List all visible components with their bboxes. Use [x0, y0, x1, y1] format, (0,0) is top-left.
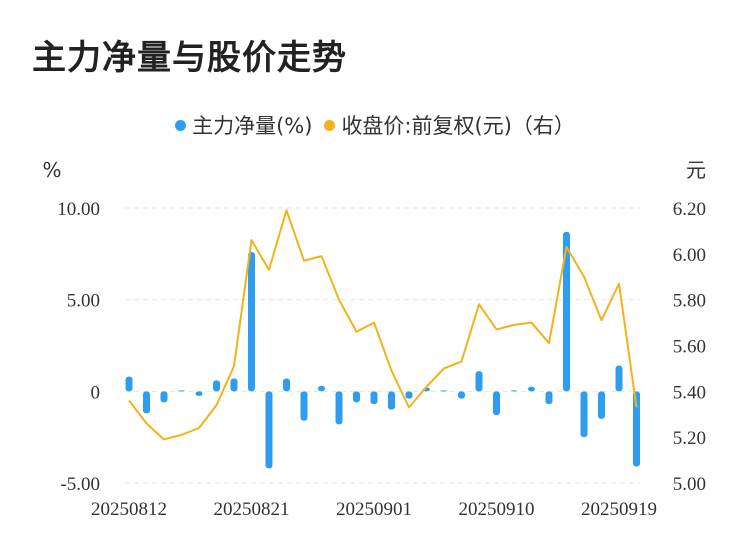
y-right-tick-label: 5.60: [673, 337, 706, 358]
y-right-tick-label: 6.00: [673, 245, 706, 266]
net-flow-bar[interactable]: [388, 391, 395, 410]
axis-layer: 10.00 5.00 0 -5.00 6.20 6.00 5.80 5.60 5.40 5.20 5…: [42, 158, 706, 520]
net-flow-bar[interactable]: [580, 391, 588, 438]
net-flow-bar[interactable]: [160, 391, 168, 403]
y-right-tick-label: 5.80: [673, 291, 706, 312]
y-right-tick-label: 5.00: [673, 474, 706, 495]
net-flow-bar[interactable]: [318, 385, 325, 392]
net-flow-bar[interactable]: [213, 380, 220, 392]
legend-label-close-price: 收盘价:前复权(元)（右）: [341, 114, 575, 138]
bar-layer: [125, 231, 640, 469]
close-price-line[interactable]: [128, 209, 638, 441]
y-right-tick-label: 5.20: [673, 428, 706, 449]
x-tick-label: 20250910: [459, 499, 535, 520]
net-flow-bar[interactable]: [633, 391, 640, 467]
x-tick-label: 20250812: [91, 499, 167, 520]
legend-item-net-flow[interactable]: 主力净量(%): [175, 110, 312, 140]
legend: 主力净量(%) 收盘价:前复权(元)（右）: [0, 110, 750, 140]
y-left-tick-label: 0: [91, 382, 101, 403]
net-flow-bar[interactable]: [475, 371, 483, 392]
legend-dot-line-icon: [324, 119, 336, 131]
net-flow-bar[interactable]: [335, 391, 343, 425]
net-flow-bar[interactable]: [493, 391, 500, 416]
x-tick-label: 20250901: [336, 499, 412, 520]
net-flow-bar[interactable]: [440, 390, 448, 392]
legend-label-net-flow: 主力净量(%): [192, 114, 313, 138]
net-flow-bar[interactable]: [265, 391, 273, 469]
net-flow-bar[interactable]: [195, 391, 203, 396]
chart-title: 主力净量与股价走势: [32, 38, 347, 78]
y-right-tick-label: 5.40: [673, 382, 706, 403]
net-flow-bar[interactable]: [370, 391, 378, 405]
net-flow-bar[interactable]: [615, 365, 623, 392]
net-flow-bar[interactable]: [545, 391, 553, 405]
net-flow-bar[interactable]: [353, 391, 360, 403]
line-layer: [128, 209, 638, 441]
net-flow-bar[interactable]: [598, 391, 605, 419]
y-left-tick-label: 10.00: [57, 199, 100, 220]
y-left-unit: %: [42, 158, 61, 182]
net-flow-bar[interactable]: [528, 386, 535, 392]
x-tick-label: 20250821: [214, 499, 290, 520]
x-tick-label: 20250919: [581, 499, 657, 520]
y-left-tick-label: 5.00: [67, 291, 100, 312]
grid-layer: [125, 207, 640, 484]
net-flow-bar[interactable]: [405, 391, 413, 399]
y-right-unit: 元: [686, 158, 706, 182]
net-flow-bar[interactable]: [143, 391, 150, 414]
y-right-tick-label: 6.20: [673, 199, 706, 220]
net-flow-bar[interactable]: [230, 378, 238, 392]
legend-dot-bar-icon: [175, 119, 187, 131]
net-flow-bar[interactable]: [300, 391, 308, 421]
net-flow-bar[interactable]: [283, 378, 290, 392]
net-flow-bar[interactable]: [458, 391, 465, 399]
net-flow-bar[interactable]: [510, 390, 518, 392]
y-left-tick-label: -5.00: [60, 474, 100, 495]
net-flow-bar[interactable]: [125, 376, 133, 392]
net-flow-bar[interactable]: [178, 390, 185, 392]
legend-item-close-price[interactable]: 收盘价:前复权(元)（右）: [324, 110, 575, 140]
net-flow-bar[interactable]: [248, 252, 255, 392]
net-flow-bar[interactable]: [563, 231, 570, 392]
